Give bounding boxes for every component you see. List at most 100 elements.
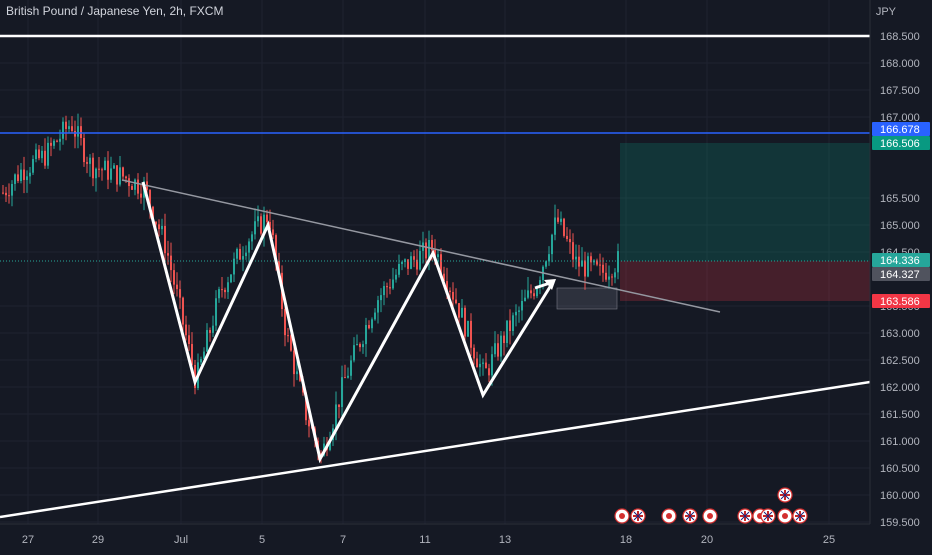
price-tick: 168.500 xyxy=(880,31,920,43)
candle xyxy=(263,206,265,247)
candle xyxy=(173,263,175,295)
candle xyxy=(230,274,232,284)
take-profit-zone[interactable] xyxy=(620,143,870,261)
candle xyxy=(215,290,217,332)
candle xyxy=(80,117,82,146)
time-tick: 29 xyxy=(92,534,104,546)
candle xyxy=(527,276,529,300)
candle xyxy=(158,219,160,237)
event-flag-icon xyxy=(760,508,776,524)
chart-title: British Pound / Japanese Yen, 2h, FXCM xyxy=(6,4,224,18)
take-profit-label-text: 166.506 xyxy=(880,138,920,150)
candle xyxy=(134,178,136,196)
candle xyxy=(500,330,502,362)
candle xyxy=(2,185,4,195)
candle xyxy=(101,167,103,181)
candle xyxy=(557,208,559,224)
candle xyxy=(272,219,274,239)
candle xyxy=(368,320,370,330)
candle xyxy=(23,156,25,194)
candle xyxy=(248,238,250,263)
candle xyxy=(20,162,22,184)
candle xyxy=(524,289,526,302)
candle xyxy=(8,183,10,204)
candle xyxy=(5,186,7,203)
ascending-trendline[interactable] xyxy=(0,380,871,519)
candle xyxy=(383,281,385,306)
price-tags: 166.678 166.506 164.336 164.327 163.586 xyxy=(872,122,930,308)
price-tick: 161.500 xyxy=(880,409,920,421)
candle xyxy=(392,267,394,290)
candle xyxy=(359,342,361,352)
economic-event-markers[interactable] xyxy=(614,487,808,524)
candle xyxy=(98,156,100,178)
candle xyxy=(590,252,592,272)
event-flag-icon xyxy=(630,508,646,524)
candle xyxy=(206,323,208,353)
candle xyxy=(584,251,586,290)
time-tick: 11 xyxy=(419,534,430,546)
time-tick: 5 xyxy=(259,534,265,546)
candle xyxy=(218,286,220,303)
time-tick: Jul xyxy=(174,534,188,546)
candle xyxy=(239,243,241,261)
candle xyxy=(545,260,547,269)
candle xyxy=(65,115,67,141)
candle xyxy=(350,355,352,380)
take-profit-label: 166.506 xyxy=(872,136,930,150)
candle xyxy=(53,138,55,149)
candle xyxy=(74,120,76,149)
stop-loss-zone[interactable] xyxy=(620,261,870,301)
candle xyxy=(476,351,478,368)
stop-loss-label-text: 163.586 xyxy=(880,296,920,308)
price-tick: 163.000 xyxy=(880,328,920,340)
candle xyxy=(185,315,187,341)
time-tick: 18 xyxy=(620,534,632,546)
event-marker-icon xyxy=(661,508,677,524)
range-box[interactable] xyxy=(556,287,618,310)
descending-trendline[interactable] xyxy=(121,179,721,313)
candle xyxy=(515,304,517,327)
stop-loss-label: 163.586 xyxy=(872,294,930,308)
candle xyxy=(242,246,244,272)
candle xyxy=(482,358,484,376)
candle xyxy=(365,317,367,357)
candle xyxy=(32,155,34,176)
candle xyxy=(161,218,163,235)
candle xyxy=(413,250,415,268)
candle xyxy=(221,277,223,298)
event-marker-icon xyxy=(702,508,718,524)
zigzag-pattern[interactable] xyxy=(141,181,555,464)
candle xyxy=(83,133,85,167)
candle xyxy=(209,327,211,342)
candle xyxy=(245,245,247,260)
candle xyxy=(575,244,577,270)
candle xyxy=(35,143,37,163)
candle xyxy=(86,156,88,174)
candle xyxy=(428,230,430,271)
candle xyxy=(284,303,286,347)
candle xyxy=(587,252,589,278)
candle xyxy=(374,308,376,321)
candle xyxy=(179,280,181,309)
candle xyxy=(530,284,532,299)
time-tick: 7 xyxy=(340,534,346,546)
candle xyxy=(38,145,40,161)
candle xyxy=(131,183,133,190)
candle xyxy=(467,320,469,337)
candle xyxy=(116,165,118,192)
current-price-label: 164.336 xyxy=(872,253,930,267)
arrow-head xyxy=(544,279,556,290)
candle xyxy=(212,315,214,338)
candle xyxy=(509,309,511,345)
candle xyxy=(362,340,364,354)
candle xyxy=(503,331,505,356)
candle xyxy=(599,253,601,276)
candle xyxy=(485,353,487,369)
candle xyxy=(470,313,472,356)
resistance-line-label: 166.678 xyxy=(872,122,930,136)
grid xyxy=(0,0,870,524)
price-tick-labels: 168.500 168.000 167.500 167.000 165.500 165.0… xyxy=(880,31,920,529)
